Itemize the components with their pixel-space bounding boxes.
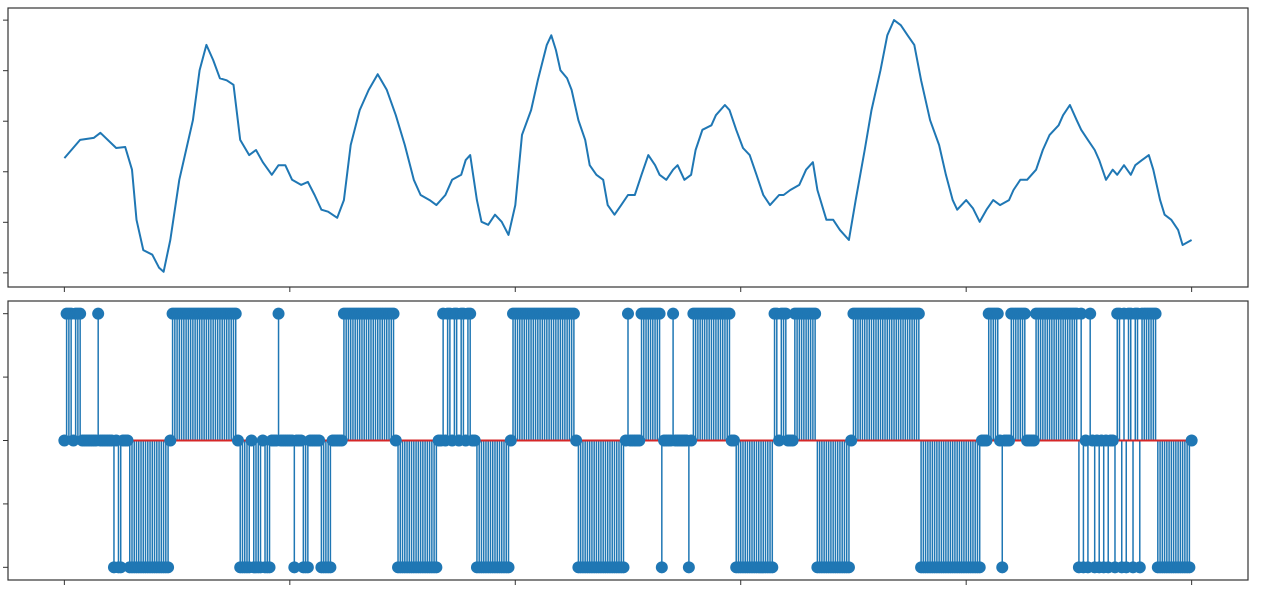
stem-marker [622, 307, 634, 320]
stem-marker [256, 434, 269, 447]
stem-marker [164, 434, 177, 447]
stem-marker [502, 561, 515, 574]
stem-marker [1003, 434, 1016, 447]
stem-marker [685, 434, 698, 447]
stem-marker [653, 307, 666, 320]
stem-marker [74, 307, 87, 320]
stem-marker [973, 561, 986, 574]
stem-marker [504, 434, 517, 447]
stem-marker [389, 434, 402, 447]
stem-marker [786, 434, 799, 447]
stem-marker [655, 561, 668, 574]
stem-marker [231, 434, 244, 447]
stem-marker [996, 561, 1009, 574]
stem-marker [1185, 434, 1198, 447]
stem-marker [773, 434, 786, 447]
stem-marker [229, 307, 242, 320]
stem-marker [1133, 561, 1146, 574]
stem-marker [723, 307, 736, 320]
stem-marker [845, 434, 858, 447]
stem-marker [1084, 307, 1097, 320]
stem-marker [162, 561, 175, 574]
stem-marker [288, 561, 301, 574]
stem-marker [464, 307, 477, 320]
stem-marker [245, 434, 258, 447]
stem-marker [912, 307, 925, 320]
stem-marker [58, 434, 71, 447]
stem-marker [1027, 434, 1040, 447]
axes [3, 7, 1249, 292]
stem-marker [324, 561, 337, 574]
plot-area [58, 307, 1198, 574]
stem-marker [567, 307, 580, 320]
stem-marker [121, 434, 134, 447]
stem-marker [1018, 307, 1031, 320]
stem-marker [92, 307, 105, 320]
axes [3, 300, 1249, 585]
data-line [63, 19, 1193, 273]
stem-marker [313, 434, 326, 447]
stem-marker [335, 434, 348, 447]
stem-marker [682, 561, 695, 574]
stem-marker [1075, 307, 1088, 320]
stem-marker [301, 561, 314, 574]
stem-marker [570, 434, 583, 447]
stem-marker [1149, 307, 1162, 320]
stem-marker [779, 307, 792, 320]
stem-marker [842, 561, 855, 574]
stem-marker [667, 307, 680, 320]
stem-marker [263, 561, 276, 574]
axes-frame [7, 7, 1249, 288]
stem-marker [1106, 434, 1119, 447]
stem-marker [727, 434, 740, 447]
stem-marker [991, 307, 1004, 320]
stem-marker [114, 561, 127, 574]
stem-marker [633, 434, 646, 447]
stem-marker [430, 561, 443, 574]
stem-marker [980, 434, 993, 447]
stem-marker [387, 307, 400, 320]
stem-marker [468, 434, 481, 447]
stem-marker [295, 434, 308, 447]
plot-area [63, 19, 1193, 273]
stem-marker [617, 561, 630, 574]
stem-marker [67, 434, 80, 447]
stem-marker [809, 307, 822, 320]
stem-marker [272, 307, 285, 320]
stem-marker [1183, 561, 1196, 574]
stem-marker [766, 561, 779, 574]
